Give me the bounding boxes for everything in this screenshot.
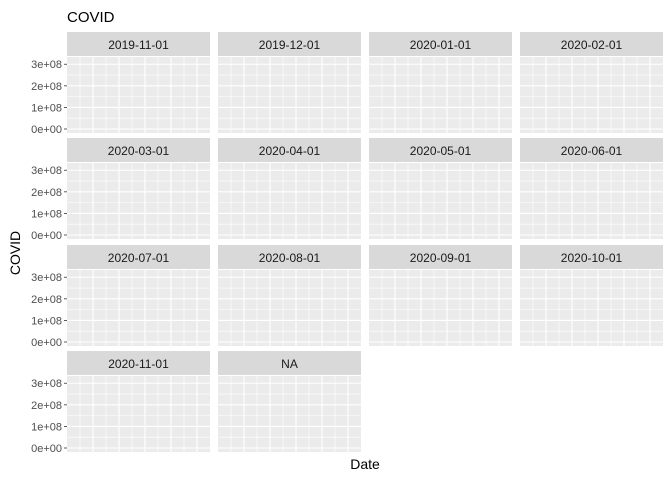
plot-background [520,57,663,133]
plot-background [218,376,361,452]
facet-panel: 2020-07-01 0e+00 1e+08 2e+08 3e+08 [31,245,210,349]
facet-panel: 2020-10-01 [520,245,663,346]
y-tick-label: 2e+08 [31,81,62,93]
plot-background [369,57,512,133]
y-tick-label: 3e+08 [31,272,62,284]
plot-background [218,163,361,239]
facet-panels: 2019-11-01 0e+00 1e+08 2e+08 3e+08 2019-12-01… [31,32,663,455]
facet-strip [369,32,512,56]
y-tick-label: 1e+08 [31,208,62,220]
plot-background [67,270,210,346]
y-tick-label: 0e+00 [31,230,62,242]
facet-panel: 2019-11-01 0e+00 1e+08 2e+08 3e+08 [31,32,210,136]
facet-strip [520,245,663,269]
plot-background [218,57,361,133]
x-axis-label: Date [350,456,380,472]
facet-strip-label: 2020-04-01 [259,144,321,158]
plot-background [67,376,210,452]
facet-strip [67,351,210,375]
facet-strip-label: 2020-08-01 [259,251,321,265]
facet-strip [369,245,512,269]
plot-background [218,270,361,346]
y-tick-label: 2e+08 [31,187,62,199]
facet-strip-label: NA [281,357,298,371]
facet-strip-label: 2020-03-01 [108,144,170,158]
y-tick-label: 3e+08 [31,378,62,390]
facet-strip-label: 2020-10-01 [561,251,623,265]
facet-strip [218,138,361,162]
y-tick-label: 2e+08 [31,400,62,412]
facet-strip [218,32,361,56]
facet-panel: 2020-04-01 [218,138,361,239]
facet-panel: 2020-08-01 [218,245,361,346]
y-axis-label: COVID [7,231,23,275]
facet-strip-label: 2020-09-01 [410,251,472,265]
chart-title: COVID [67,9,115,26]
facet-strip [218,351,361,375]
facet-panel: 2020-02-01 [520,32,663,133]
facet-panel: 2020-11-01 0e+00 1e+08 2e+08 3e+08 [31,351,210,455]
plot-background [520,163,663,239]
y-tick-label: 2e+08 [31,294,62,306]
y-tick-label: 0e+00 [31,124,62,136]
facet-strip-label: 2020-05-01 [410,144,472,158]
facet-strip [520,32,663,56]
facet-strip [67,138,210,162]
facet-panel: 2020-05-01 [369,138,512,239]
facet-strip-label: 2020-01-01 [410,38,472,52]
facet-panel: 2020-03-01 0e+00 1e+08 2e+08 3e+08 [31,138,210,242]
y-tick-label: 1e+08 [31,315,62,327]
y-tick-label: 1e+08 [31,102,62,114]
y-tick-label: 1e+08 [31,421,62,433]
plot-background [67,163,210,239]
facet-strip [218,245,361,269]
y-tick-label: 3e+08 [31,165,62,177]
plot-background [67,57,210,133]
facet-strip-label: 2020-07-01 [108,251,170,265]
plot-background [369,163,512,239]
facet-strip [67,245,210,269]
facet-strip-label: 2020-06-01 [561,144,623,158]
facet-strip [67,32,210,56]
facet-strip-label: 2019-12-01 [259,38,321,52]
facet-strip-label: 2020-02-01 [561,38,623,52]
facet-panel: 2019-12-01 [218,32,361,133]
facet-panel: NA [218,351,361,452]
facet-strip-label: 2019-11-01 [108,38,169,52]
y-tick-label: 0e+00 [31,337,62,349]
facet-strip-label: 2020-11-01 [108,357,169,371]
facet-strip [520,138,663,162]
plot-background [369,270,512,346]
facet-panel: 2020-09-01 [369,245,512,346]
facet-panel: 2020-01-01 [369,32,512,133]
y-tick-label: 0e+00 [31,443,62,455]
y-tick-label: 3e+08 [31,59,62,71]
facet-strip [369,138,512,162]
plot-background [520,270,663,346]
facet-panel: 2020-06-01 [520,138,663,239]
